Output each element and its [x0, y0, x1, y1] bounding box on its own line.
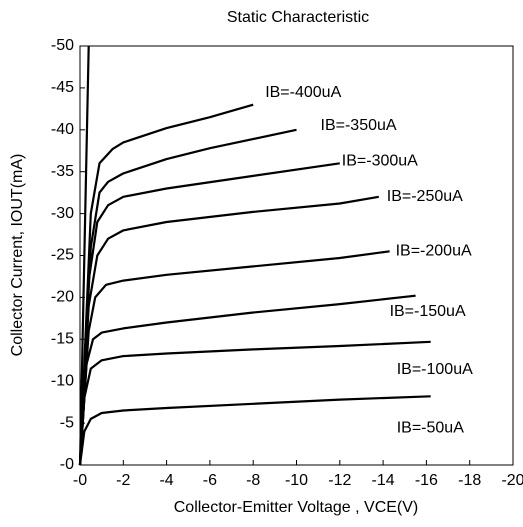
curve	[78, 395, 431, 466]
y-tick-label: -30	[51, 205, 74, 222]
curve	[78, 45, 90, 466]
y-tick-label: -15	[51, 331, 74, 348]
x-tick-label: -20	[501, 472, 523, 489]
curve-label: IB=-150uA	[390, 303, 466, 320]
y-tick-label: -25	[51, 247, 74, 264]
x-tick-label: -18	[458, 472, 481, 489]
curve	[78, 128, 297, 466]
curve-label: IB=-350uA	[321, 117, 397, 134]
y-tick-label: -50	[51, 37, 74, 54]
y-tick-label: -20	[51, 289, 74, 306]
x-tick-label: -4	[159, 472, 173, 489]
y-tick-label: -10	[51, 372, 74, 389]
curve-label: IB=-250uA	[387, 188, 463, 205]
x-tick-label: -0	[73, 472, 87, 489]
curve	[78, 340, 431, 466]
curve-label: IB=-200uA	[396, 243, 472, 260]
x-tick-label: -8	[246, 472, 260, 489]
x-axis-label: Collector-Emitter Voltage , VCE(V)	[174, 499, 419, 516]
curve-label: IB=-400uA	[265, 84, 341, 101]
chart-title: Static Characteristic	[227, 9, 369, 26]
curve	[78, 162, 340, 466]
curve	[78, 250, 390, 466]
x-tick-label: -6	[203, 472, 217, 489]
x-tick-label: -2	[116, 472, 130, 489]
x-tick-label: -10	[285, 472, 308, 489]
curve	[78, 103, 254, 466]
curve-label: IB=-100uA	[397, 361, 473, 378]
curve	[78, 195, 379, 466]
y-tick-label: -45	[51, 79, 74, 96]
x-tick-label: -12	[328, 472, 351, 489]
y-tick-label: -0	[60, 456, 74, 473]
curve-label: IB=-300uA	[342, 153, 418, 170]
y-axis-label: Collector Current, IOUT(mA)	[9, 154, 26, 357]
x-tick-label: -14	[372, 472, 395, 489]
y-tick-label: -40	[51, 121, 74, 138]
curve-label: IB=-50uA	[397, 420, 464, 437]
curve	[78, 294, 416, 466]
y-tick-label: -5	[60, 414, 74, 431]
x-tick-label: -16	[415, 472, 438, 489]
y-tick-label: -35	[51, 163, 74, 180]
